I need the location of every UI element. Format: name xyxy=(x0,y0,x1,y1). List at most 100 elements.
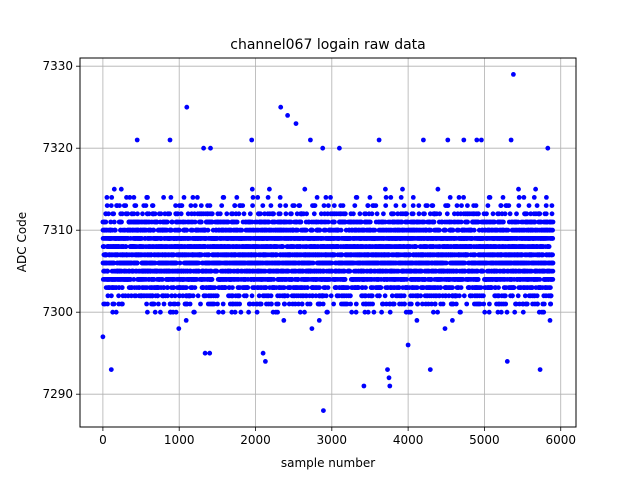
data-point xyxy=(383,203,389,209)
data-point xyxy=(131,195,137,200)
data-point xyxy=(176,326,182,331)
data-point xyxy=(326,203,331,209)
data-point xyxy=(215,301,220,307)
data-point xyxy=(183,318,189,323)
data-point xyxy=(105,293,111,299)
data-point xyxy=(282,301,287,307)
data-point xyxy=(271,211,276,217)
data-point xyxy=(119,219,124,225)
data-point xyxy=(245,285,251,290)
data-point xyxy=(198,301,203,307)
data-point xyxy=(232,203,238,209)
data-point xyxy=(161,195,167,200)
data-point xyxy=(238,309,244,315)
data-point xyxy=(177,227,182,233)
data-point xyxy=(458,219,464,225)
data-point xyxy=(250,195,256,200)
data-point xyxy=(109,293,114,299)
data-point xyxy=(416,211,422,217)
data-point xyxy=(106,211,111,217)
data-point xyxy=(124,195,129,200)
data-point xyxy=(443,260,449,266)
data-point xyxy=(118,186,124,192)
data-point xyxy=(247,211,253,217)
data-point xyxy=(459,203,464,209)
data-point xyxy=(105,301,110,307)
data-point xyxy=(249,186,255,192)
data-point xyxy=(214,293,220,299)
data-point xyxy=(195,293,201,299)
data-point xyxy=(111,211,117,217)
data-point xyxy=(367,195,373,200)
data-point xyxy=(143,203,149,209)
data-point xyxy=(381,211,386,217)
data-point xyxy=(161,301,167,307)
data-point xyxy=(357,211,363,217)
data-point xyxy=(185,211,191,217)
data-point xyxy=(283,211,289,217)
data-point xyxy=(323,195,329,200)
data-point xyxy=(249,293,255,299)
data-point xyxy=(116,293,121,299)
data-point xyxy=(145,195,150,200)
data-point xyxy=(243,293,249,299)
data-point xyxy=(369,293,375,299)
data-point xyxy=(331,301,336,307)
data-point xyxy=(430,203,436,209)
data-point xyxy=(190,293,196,299)
data-point xyxy=(255,195,261,200)
data-point xyxy=(465,219,470,225)
data-point xyxy=(343,211,348,217)
data-point xyxy=(207,203,213,209)
data-point xyxy=(151,227,157,233)
data-points xyxy=(100,72,556,413)
data-point xyxy=(480,268,486,274)
data-point xyxy=(338,227,344,233)
data-point xyxy=(289,211,294,217)
data-point xyxy=(155,293,161,299)
data-point xyxy=(450,227,456,233)
data-point xyxy=(410,195,416,200)
data-point xyxy=(442,326,448,331)
data-point xyxy=(418,293,424,299)
data-point xyxy=(192,285,198,290)
data-point xyxy=(299,301,305,307)
data-point xyxy=(223,285,228,290)
data-point xyxy=(209,277,215,282)
data-point xyxy=(173,260,179,266)
data-point xyxy=(377,293,382,299)
data-point xyxy=(475,277,481,282)
data-point xyxy=(178,211,184,217)
data-point xyxy=(382,293,388,299)
data-point xyxy=(258,211,263,217)
data-point xyxy=(104,203,110,209)
data-point xyxy=(458,309,463,315)
data-point xyxy=(400,186,405,192)
data-point xyxy=(310,227,315,233)
data-point xyxy=(168,195,174,200)
data-point xyxy=(365,309,371,315)
data-point xyxy=(456,195,462,200)
data-point xyxy=(311,211,317,217)
data-point xyxy=(369,211,375,217)
data-point xyxy=(450,318,455,323)
data-point xyxy=(224,211,230,217)
data-point xyxy=(260,203,266,209)
data-point xyxy=(119,285,125,290)
data-point xyxy=(416,203,422,209)
data-point xyxy=(354,195,360,200)
data-point xyxy=(437,227,442,233)
data-point xyxy=(383,195,389,200)
data-point xyxy=(206,252,212,258)
data-point xyxy=(240,203,246,209)
data-point xyxy=(158,211,164,217)
data-point xyxy=(258,301,264,307)
data-point xyxy=(471,227,477,233)
data-point xyxy=(152,260,158,266)
data-point xyxy=(104,195,110,200)
data-point xyxy=(353,309,359,315)
data-point xyxy=(316,318,322,323)
data-point xyxy=(234,195,240,200)
data-point xyxy=(172,293,178,299)
